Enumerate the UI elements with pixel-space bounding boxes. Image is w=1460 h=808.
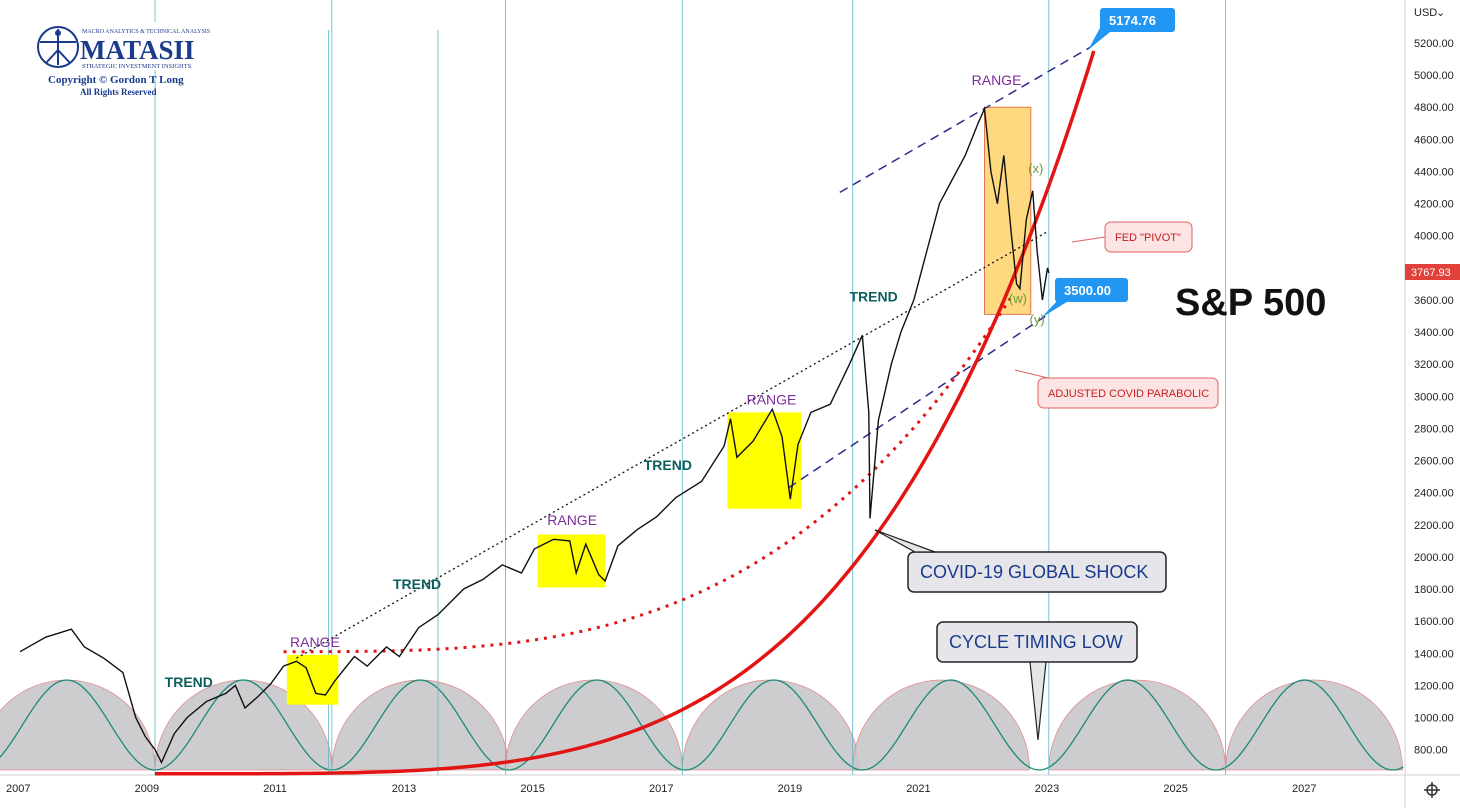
y-tick-label: 5200.00 — [1414, 38, 1454, 50]
y-tick-label: 2000.00 — [1414, 552, 1454, 564]
range-label: RANGE — [290, 634, 340, 650]
target-low-pointer — [1041, 300, 1070, 318]
trend-label: TREND — [644, 457, 692, 473]
cycle-sine-wave — [0, 679, 1404, 771]
y-tick-label: 1800.00 — [1414, 584, 1454, 596]
covid-shock-label-box — [907, 551, 1167, 593]
y-tick-label: 3400.00 — [1414, 327, 1454, 339]
target-high-pointer — [1088, 28, 1110, 50]
x-tick-label: 2023 — [1035, 783, 1059, 795]
target-low-label-box — [1055, 278, 1128, 302]
chart-title: S&P 500 — [1175, 282, 1326, 324]
y-tick-label: 4000.00 — [1414, 231, 1454, 243]
range-box — [537, 534, 606, 588]
y-tick-label: 1400.00 — [1414, 648, 1454, 660]
y-tick-label: 1600.00 — [1414, 616, 1454, 628]
trend-label: TREND — [165, 674, 213, 690]
gear-icon[interactable] — [1424, 782, 1440, 798]
y-tick-label: 1000.00 — [1414, 713, 1454, 725]
x-tick-label: 2027 — [1292, 783, 1316, 795]
range-label: RANGE — [972, 72, 1022, 88]
last-price-value: 3767.93 — [1411, 267, 1451, 279]
price-series — [19, 106, 1050, 765]
cycle-low-label: CYCLE TIMING LOW — [949, 632, 1123, 652]
covid-shock-label: COVID-19 GLOBAL SHOCK — [920, 562, 1148, 582]
y-tick-label: 4200.00 — [1414, 199, 1454, 211]
range-label: RANGE — [747, 391, 797, 407]
y-tick-label: 3000.00 — [1414, 391, 1454, 403]
target-high-label: 5174.76 — [1109, 13, 1156, 28]
range-box — [286, 654, 339, 705]
last-price-badge — [1405, 264, 1460, 280]
trend-label: TREND — [849, 289, 897, 305]
red-dotted-parabolic — [283, 297, 1012, 654]
x-tick-label: 2017 — [649, 783, 673, 795]
x-axis-ticks: 2007 2009 2011 2013 2015 2017 2019 2021 2023 2025… — [6, 783, 1316, 795]
wave-label: (y) — [1030, 312, 1045, 327]
price-axis — [1405, 0, 1460, 808]
y-tick-label: 3200.00 — [1414, 359, 1454, 371]
cycle-low-pointer — [1029, 661, 1047, 741]
fed-pivot-pointer — [1071, 236, 1106, 243]
x-tick-label: 2021 — [906, 783, 930, 795]
trend-label: TREND — [393, 576, 441, 592]
fed-pivot-label: FED "PIVOT" — [1115, 232, 1181, 244]
x-tick-label: 2007 — [6, 783, 30, 795]
y-tick-label: 4800.00 — [1414, 102, 1454, 114]
adjusted-covid-parabolic — [155, 50, 1096, 776]
y-tick-label: 4600.00 — [1414, 134, 1454, 146]
wave-label: (w) — [1009, 291, 1027, 306]
cycle-dome — [852, 679, 1030, 771]
lower-channel-line — [787, 315, 1047, 489]
y-tick-label: 3600.00 — [1414, 295, 1454, 307]
trend-lines — [155, 46, 1096, 776]
x-tick-label: 2025 — [1163, 783, 1187, 795]
adjusted-covid-label: ADJUSTED COVID PARABOLIC — [1048, 388, 1209, 400]
adjusted-covid-pointer — [1014, 369, 1049, 379]
range-label: RANGE — [547, 512, 597, 528]
logo-subtitle: STRATEGIC INVESTMENT INSIGHTS — [82, 63, 192, 70]
y-tick-label: 2600.00 — [1414, 456, 1454, 468]
currency-selector[interactable]: USD — [1414, 7, 1437, 19]
x-tick-label: 2015 — [520, 783, 544, 795]
cycle-dome — [1048, 679, 1227, 771]
y-tick-label: 800.00 — [1414, 745, 1448, 757]
covid-shock-pointer — [874, 529, 936, 553]
price-line — [19, 106, 1050, 765]
wave-label: (x) — [1028, 161, 1043, 176]
adjusted-covid-label-box — [1037, 377, 1219, 409]
pattern-labels: RANGE RANGE RANGE RANGE TREND TREND TREND TREND… — [165, 72, 1045, 690]
callouts: 5174.76 3500.00 FED "PIVOT" ADJUSTED COVID … — [874, 8, 1326, 741]
logo-rights: All Rights Reserved — [80, 87, 157, 97]
y-tick-label: 2800.00 — [1414, 423, 1454, 435]
chevron-down-icon[interactable]: ⌄ — [1436, 7, 1445, 19]
y-axis-ticks: 5200.00 5000.00 4800.00 4600.00 4400.00 4200.… — [1414, 38, 1454, 757]
x-tick-label: 2009 — [135, 783, 159, 795]
range-box — [984, 106, 1032, 315]
upper-channel-line — [839, 46, 1091, 194]
cycle-dome — [1225, 680, 1403, 771]
y-tick-label: 4400.00 — [1414, 166, 1454, 178]
logo-name: MATASII — [80, 35, 195, 65]
x-tick-label: 2019 — [778, 783, 802, 795]
x-tick-label: 2011 — [263, 783, 287, 795]
target-high-label-box — [1100, 8, 1175, 32]
y-tick-label: 1200.00 — [1414, 680, 1454, 692]
y-tick-label: 5000.00 — [1414, 70, 1454, 82]
y-tick-label: 2200.00 — [1414, 520, 1454, 532]
range-boxes — [286, 106, 1032, 705]
y-tick-label: 2400.00 — [1414, 488, 1454, 500]
x-tick-label: 2013 — [392, 783, 416, 795]
dotted-trendline — [296, 230, 1050, 659]
logo-copyright: Copyright © Gordon T Long — [48, 74, 184, 86]
logo-tagline: MACRO ANALYTICS & TECHNICAL ANALYSIS — [82, 29, 210, 35]
target-low-label: 3500.00 — [1064, 283, 1111, 298]
matasii-logo: MACRO ANALYTICS & TECHNICAL ANALYSIS MAT… — [32, 22, 210, 97]
